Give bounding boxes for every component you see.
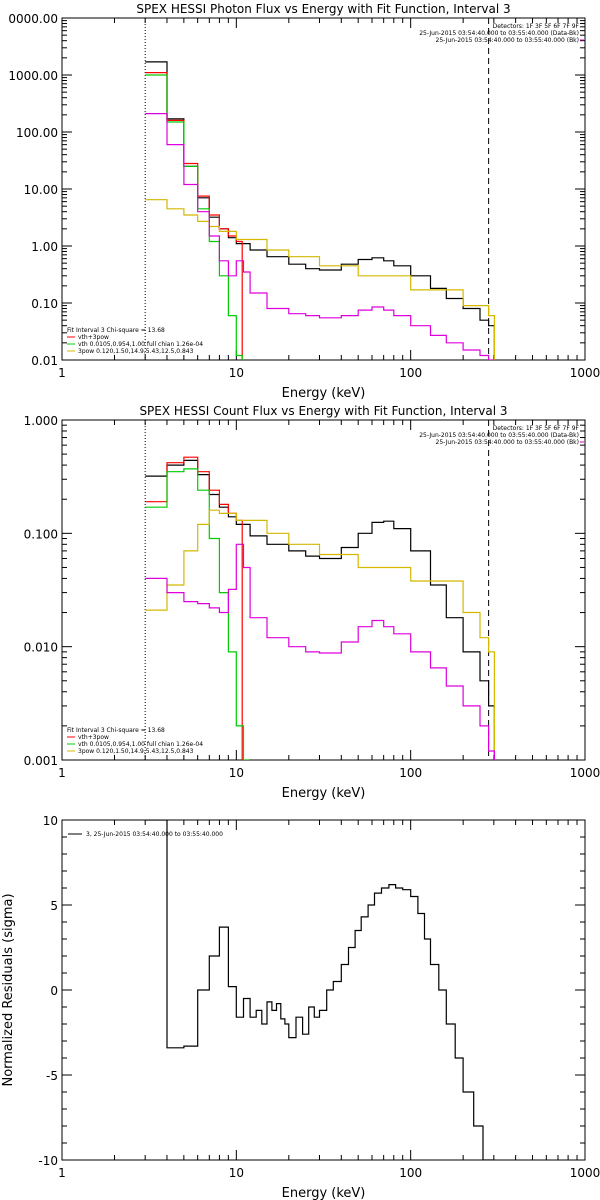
x-tick-label: 10 — [229, 1166, 244, 1180]
x-axis-label: Energy (keV) — [282, 1186, 366, 1200]
y-tick-label: 0000.00 — [8, 12, 58, 26]
chart-title: SPEX HESSI Count Flux vs Energy with Fit… — [139, 404, 507, 418]
x-tick-label: 100 — [399, 1166, 422, 1180]
x-tick-label: 1000 — [570, 1166, 600, 1180]
legend-top-entry: 25-Jun-2015 03:54:40.000 to 03:55:40.000… — [436, 439, 579, 446]
legend-bottom-entry: Fit Interval 3 Chi-square = 13.68 — [67, 727, 165, 734]
x-tick-label: 1 — [58, 1166, 66, 1180]
y-tick-label: 0.01 — [31, 354, 58, 368]
series-group — [145, 456, 495, 760]
legend-bottom-entry: vth+3pow — [78, 734, 109, 741]
series-line-0 — [145, 459, 495, 760]
plot-frame — [61, 819, 586, 1161]
legend-top-entry: Detectors: 1F 3F 5F 6F 7F 9F — [493, 425, 580, 432]
legend-bottom-entry: 3pow 0.120,1.50,14.9,5.43,12.5,0.843 — [78, 748, 194, 755]
series-line-2 — [145, 74, 243, 360]
y-tick-label: 1.00 — [31, 240, 58, 254]
y-tick-label: 0 — [50, 984, 58, 998]
legend-bottom-entry: vth+3pow — [78, 334, 109, 341]
y-tick-label: 10.00 — [24, 183, 58, 197]
count-flux-panel: 1 10 100 1000 Energy (keV) 0.001 0.010 0.100 1.0… — [24, 404, 600, 801]
series-line-4 — [145, 113, 495, 360]
legend-bottom-entry: vth 0.0105,0.954,1.00 full chian 1.26e-0… — [78, 741, 203, 748]
x-axis-label: Energy (keV) — [282, 786, 366, 801]
x-tick-label: 10 — [229, 766, 244, 780]
series-line-1 — [145, 456, 243, 760]
legend-bottom-entry: Fit Interval 3 Chi-square = 13.68 — [67, 327, 165, 334]
legend-top-entry: 25-Jun-2015 03:54:40.000 to 03:55:40.000… — [419, 432, 579, 439]
series-line-3 — [145, 509, 495, 760]
y-tick-label: 1000.00 — [8, 69, 58, 83]
x-tick-label: 1000 — [570, 766, 600, 780]
legend-bottom-entry: vth 0.0105,0.954,1.00 full chian 1.26e-0… — [78, 341, 203, 348]
series-group — [145, 61, 495, 360]
series-line-2 — [145, 468, 250, 760]
series-line-4 — [145, 543, 495, 760]
y-axis-label: Normalized Residuals (sigma) — [1, 893, 16, 1086]
x-tick-label: 1 — [58, 366, 66, 380]
series-line-3 — [145, 199, 495, 360]
legend-top-entry: Detectors: 1F 3F 5F 6F 7F 9F — [493, 23, 580, 30]
y-tick-label: 100.00 — [16, 126, 58, 140]
legend-bottom-entry: 3pow 0.120,1.50,14.9,5.43,12.5,0.843 — [78, 348, 194, 355]
x-tick-label: 100 — [399, 766, 422, 780]
chart-title: SPEX HESSI Photon Flux vs Energy with Fi… — [136, 2, 510, 16]
y-tick-label: -5 — [46, 1069, 58, 1083]
y-tick-label: 0.001 — [24, 754, 58, 768]
legend-top-entry: 25-Jun-2015 03:54:40.000 to 03:55:40.000… — [419, 30, 579, 37]
y-tick-label: -10 — [38, 1154, 58, 1168]
legend-entry: 3, 25-Jun-2015 03:54:40.000 to 03:55:40.… — [86, 831, 223, 838]
x-axis-label: Energy (keV) — [282, 386, 366, 401]
residuals-panel: 1 10 100 1000 Energy (keV) -10 -5 0 5 10 Normalize… — [1, 814, 600, 1200]
series-group — [145, 820, 495, 1160]
plot-frame — [61, 419, 586, 761]
y-tick-label: 0.010 — [24, 641, 58, 655]
x-tick-label: 10 — [229, 366, 244, 380]
y-tick-label: 1.000 — [24, 414, 58, 428]
x-tick-label: 100 — [399, 366, 422, 380]
y-tick-label: 5 — [50, 899, 58, 913]
y-tick-label: 0.100 — [24, 527, 58, 541]
series-line-0 — [145, 820, 495, 1160]
y-tick-label: 0.10 — [31, 297, 58, 311]
series-line-1 — [145, 72, 243, 360]
x-tick-label: 1000 — [570, 366, 600, 380]
y-tick-label: 10 — [43, 814, 58, 828]
photon-flux-panel: 1 10 100 1000 Energy (keV) 0.01 0.10 1.00 10.00 1… — [8, 2, 600, 401]
plot-frame — [61, 17, 586, 361]
legend-top-entry: 25-Jun-2015 03:54:40.000 to 03:55:40.000… — [436, 37, 579, 44]
x-tick-label: 1 — [58, 766, 66, 780]
